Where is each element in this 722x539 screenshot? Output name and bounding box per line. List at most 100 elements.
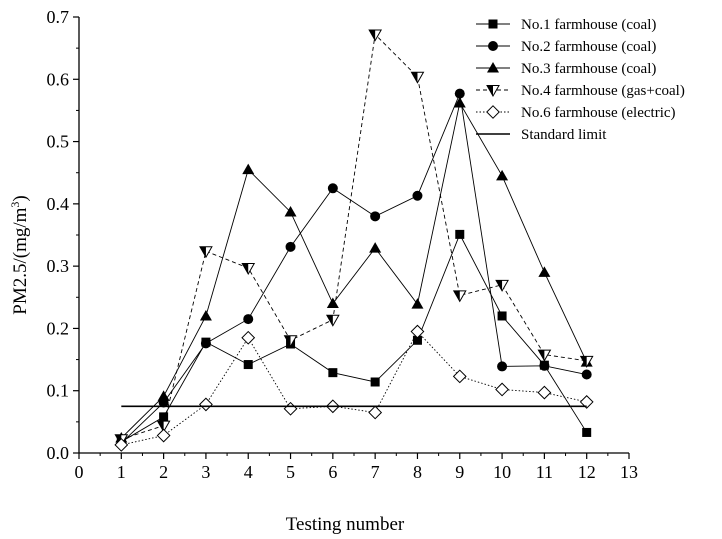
series-3 — [115, 96, 593, 443]
y-axis-title-superscript: 3 — [8, 202, 22, 208]
data-point — [497, 361, 508, 372]
x-tick-label: 8 — [413, 462, 422, 482]
data-point — [283, 335, 298, 348]
data-point — [454, 88, 465, 99]
y-tick-label: 0.6 — [47, 69, 70, 89]
data-point — [159, 412, 169, 422]
marker-half-fill — [284, 335, 291, 347]
data-point — [368, 405, 383, 420]
data-point — [328, 368, 338, 378]
legend-label: No.3 farmhouse (coal) — [521, 61, 656, 77]
x-tick-label: 5 — [286, 462, 295, 482]
y-tick-label: 0.3 — [47, 256, 70, 276]
data-point — [156, 420, 171, 433]
data-point — [243, 314, 254, 325]
x-tick-label: 2 — [159, 462, 168, 482]
legend-label: No.4 farmhouse (gas+coal) — [521, 83, 685, 99]
x-tick-label: 12 — [578, 462, 596, 482]
y-axis-title: PM2.5/(mg/m3) — [8, 195, 31, 314]
legend-entry: No.3 farmhouse (coal) — [476, 61, 656, 77]
data-point — [114, 437, 129, 452]
marker-half-fill — [580, 356, 587, 367]
marker-half-fill — [326, 315, 333, 326]
data-point — [199, 397, 213, 412]
data-point — [370, 211, 381, 222]
legend: No.1 farmhouse (coal) No.2 farmhouse (coa… — [476, 17, 685, 143]
data-point — [243, 360, 253, 370]
x-tick-label: 3 — [201, 462, 210, 482]
x-tick-label: 9 — [455, 462, 464, 482]
x-tick-label: 1 — [117, 462, 126, 482]
data-point — [579, 355, 594, 368]
y-axis-title-close: ) — [10, 195, 31, 201]
series-line — [120, 91, 587, 444]
marker-half-fill — [199, 246, 206, 258]
legend-marker — [486, 105, 500, 119]
series-line — [121, 330, 587, 446]
legend-marker — [488, 41, 498, 51]
data-point — [538, 266, 551, 277]
data-point — [412, 335, 422, 345]
plot-area: 0 1 2 3 4 5 6 7 8 9 10 11 12 13 0.00.10.20.30.40.50.6… — [47, 7, 639, 482]
series-4 — [114, 29, 594, 447]
x-tick-label: 7 — [371, 462, 380, 482]
marker-half-fill — [157, 421, 164, 432]
data-point — [200, 338, 211, 349]
data-point — [455, 229, 465, 239]
data-point — [241, 330, 256, 345]
y-tick-label: 0.5 — [47, 132, 70, 152]
data-point — [495, 279, 509, 292]
y-axis-title-main: PM2.5/(mg/m — [10, 207, 31, 314]
data-point — [199, 246, 213, 259]
marker-half-fill — [496, 280, 503, 291]
data-point — [285, 241, 296, 252]
y-tick-label: 0.2 — [47, 318, 70, 338]
series-line — [121, 233, 588, 443]
y-ticks: 0.0 0.1 0.2 0.3 0.4 0.5 0.6 0.7 — [47, 7, 79, 463]
data-point — [284, 205, 297, 217]
x-tick-label: 13 — [620, 462, 638, 482]
legend-label: No.2 farmhouse (coal) — [521, 39, 656, 55]
data-point — [283, 401, 298, 416]
data-point — [369, 242, 382, 253]
marker-half-fill — [242, 263, 249, 275]
y-tick-label: 0.4 — [47, 194, 70, 214]
y-tick-label: 0.0 — [47, 443, 70, 463]
series-line — [121, 33, 587, 440]
x-tick-label: 11 — [536, 462, 553, 482]
legend-entry: Standard limit — [476, 127, 607, 143]
data-point — [410, 71, 425, 84]
series-5 — [114, 324, 594, 452]
data-point — [539, 360, 550, 371]
data-point — [412, 190, 423, 201]
data-point — [452, 369, 467, 384]
series-1 — [116, 229, 592, 447]
data-point — [157, 390, 170, 401]
data-point — [410, 324, 425, 339]
data-point — [370, 377, 380, 387]
data-point — [452, 290, 467, 303]
data-point — [156, 428, 171, 443]
legend-marker — [486, 85, 500, 98]
legend-marker — [487, 62, 499, 73]
data-point — [325, 314, 340, 327]
x-axis-title: Testing number — [286, 514, 405, 535]
x-tick-label: 6 — [328, 462, 337, 482]
data-point — [495, 382, 509, 397]
y-tick-label: 0.1 — [47, 381, 70, 401]
legend-entry: No.4 farmhouse (gas+coal) — [476, 83, 685, 99]
data-point — [453, 96, 466, 108]
data-point — [537, 385, 552, 400]
series-layer — [114, 29, 594, 452]
x-tick-label: 10 — [493, 462, 511, 482]
legend-label: No.6 farmhouse (electric) — [521, 105, 676, 121]
data-point — [497, 311, 507, 321]
series-line — [120, 101, 588, 439]
data-point — [241, 263, 256, 276]
data-point — [496, 169, 509, 181]
data-point — [199, 309, 212, 321]
data-point — [582, 427, 592, 437]
marker-half-fill — [369, 29, 376, 41]
data-point — [411, 298, 424, 309]
